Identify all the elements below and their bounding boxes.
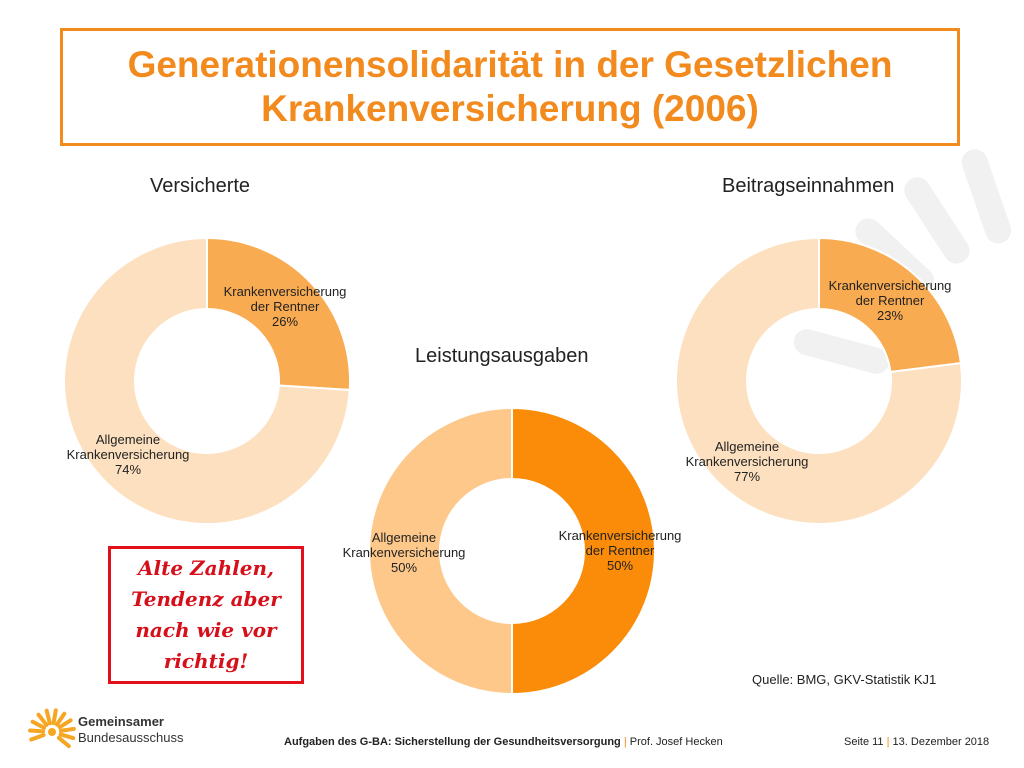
title-line-2: Krankenversicherung (2006) — [261, 88, 759, 129]
logo-wordmark: Gemeinsamer Bundesausschuss — [78, 714, 184, 746]
note-text: Alte Zahlen, Tendenz aber nach wie vor r… — [131, 556, 281, 673]
donut-2-slice-1 — [675, 236, 963, 525]
chart-title-versicherte: Versicherte — [150, 175, 251, 197]
donut-0-label-0: Krankenversicherung der Rentner 26% — [224, 284, 347, 329]
chart-title-beitragseinnahmen: Beitragseinnahmen — [722, 175, 895, 197]
donut-2-label-0: Krankenversicherung der Rentner 23% — [829, 278, 952, 323]
donut-0-slice-0 — [206, 236, 351, 392]
footer-presentation-title: Aufgaben des G-BA: Sicherstellung der Ge… — [284, 736, 621, 748]
note-box: Alte Zahlen, Tendenz aber nach wie vor r… — [108, 546, 304, 684]
footer-page-info: Seite 11 | 13. Dezember 2018 — [844, 736, 989, 748]
donut-1-slice-0 — [511, 406, 656, 696]
donut-0-label-1: Allgemeine Krankenversicherung 74% — [67, 432, 190, 477]
logo-line-2: Bundesausschuss — [78, 730, 184, 745]
title-line-1: Generationensolidarität in der Gesetzlic… — [127, 44, 893, 85]
footer-page: Seite 11 — [844, 736, 884, 748]
logo-line-1: Gemeinsamer — [78, 714, 164, 729]
title-box: Generationensolidarität in der Gesetzlic… — [60, 28, 960, 146]
chart-title-leistungsausgaben: Leistungsausgaben — [415, 345, 589, 367]
footer-author: Prof. Josef Hecken — [629, 736, 723, 748]
g-ba-logo-icon — [28, 708, 76, 749]
donut-1-label-0: Krankenversicherung der Rentner 50% — [559, 528, 682, 573]
footer-presentation: Aufgaben des G-BA: Sicherstellung der Ge… — [284, 736, 723, 748]
donut-1-slice-1 — [368, 406, 513, 696]
footer-date: 13. Dezember 2018 — [892, 736, 990, 748]
footer-separator-2: | — [886, 736, 890, 748]
source-note: Quelle: BMG, GKV-Statistik KJ1 — [752, 672, 937, 687]
footer-separator: | — [623, 736, 627, 748]
slide-title: Generationensolidarität in der Gesetzlic… — [128, 43, 893, 131]
donut-2-label-1: Allgemeine Krankenversicherung 77% — [686, 439, 809, 484]
donut-2-slice-0 — [818, 236, 962, 374]
donut-0-slice-1 — [63, 236, 351, 525]
donut-1-label-1: Allgemeine Krankenversicherung 50% — [343, 530, 466, 575]
